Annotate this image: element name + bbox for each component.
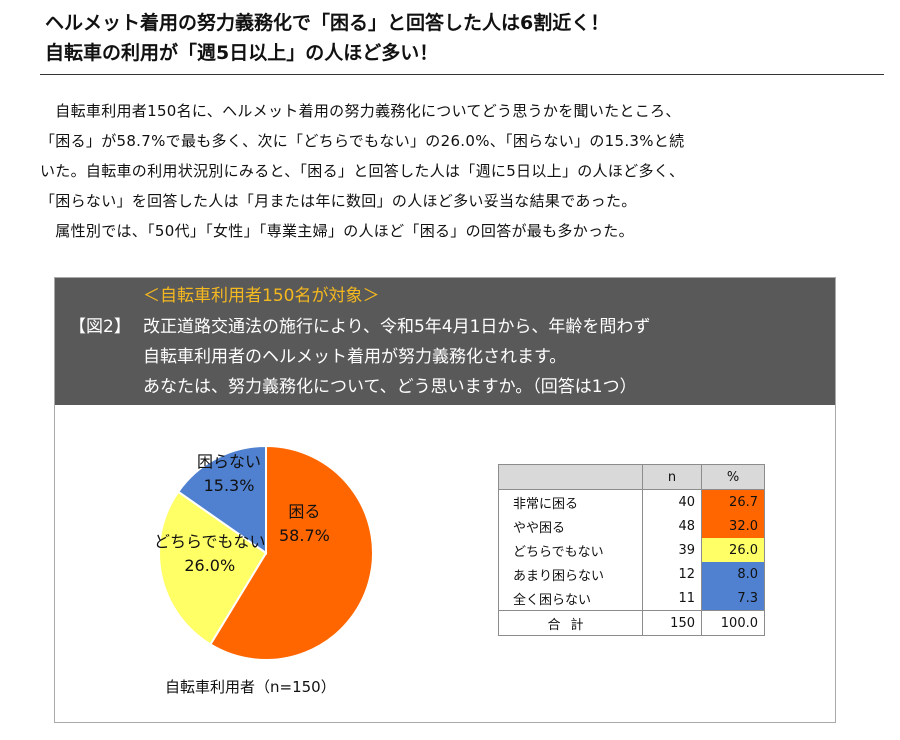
figure-question-line: 自転車利用者のヘルメット着用が努力義務化されます。 xyxy=(143,347,567,367)
row-pct: 8.0 xyxy=(701,562,765,586)
row-label: 非常に困る xyxy=(498,489,643,514)
table-row: あまり困らない 12 8.0 xyxy=(498,562,765,586)
headline-line-1: ヘルメット着用の努力義務化で「困る」と回答した人は6割近く！ xyxy=(45,12,610,34)
table-row: 全く困らない 11 7.3 xyxy=(498,586,765,611)
pie-label-komaru: 困る 58.7% xyxy=(279,500,330,548)
row-n: 48 xyxy=(642,514,702,538)
pie-svg xyxy=(158,444,374,661)
figure-question-line: あなたは、努力義務化について、どう思いますか。（回答は1つ） xyxy=(143,377,637,397)
total-n: 150 xyxy=(642,610,702,636)
pie-slice-2 xyxy=(176,444,267,555)
figure-2: ＜自転車利用者150名が対象＞ 【図2】 改正道路交通法の施行により、令和5年4… xyxy=(54,277,836,723)
body-line: いた。自転車の利用状況別にみると、「困る」と回答した人は「週に5日以上」の人ほど… xyxy=(40,162,685,180)
row-pct: 26.7 xyxy=(701,489,765,514)
slice-value: 26.0% xyxy=(184,556,236,575)
figure-number: 【図2】 xyxy=(69,317,131,337)
table-row: どちらでもない 39 26.0 xyxy=(498,538,765,562)
pie-label-komaranai: 困らない 15.3% xyxy=(197,450,261,498)
pie-chart: 困る 58.7% どちらでもない 26.0% 困らない 15.3% xyxy=(151,438,381,668)
table-header-row: n % xyxy=(498,464,765,490)
pie-label-dochira: どちらでもない 26.0% xyxy=(154,530,266,578)
slice-value: 15.3% xyxy=(203,476,255,495)
row-n: 40 xyxy=(642,489,702,514)
body-line: 「困る」が58.7%で最も多く、次に「どちらでもない」の26.0%、「困らない」… xyxy=(40,132,685,150)
headline-line-2: 自転車の利用が「週5日以上」の人ほど多い！ xyxy=(45,42,439,64)
body-text: 自転車利用者150名に、ヘルメット着用の努力義務化についてどう思うかを聞いたとこ… xyxy=(40,96,860,246)
figure-question-line: 改正道路交通法の施行により、令和5年4月1日から、年齢を問わず xyxy=(143,317,651,337)
slice-name: 困る xyxy=(288,502,321,521)
row-n: 12 xyxy=(642,562,702,586)
table-row: 非常に困る 40 26.7 xyxy=(498,489,765,514)
row-label: あまり困らない xyxy=(498,562,643,586)
row-label: やや困る xyxy=(498,514,643,538)
body-line: 自転車利用者150名に、ヘルメット着用の努力義務化についてどう思うかを聞いたとこ… xyxy=(40,102,681,120)
slice-name: 困らない xyxy=(197,452,262,471)
row-label: どちらでもない xyxy=(498,538,643,562)
row-n: 11 xyxy=(642,586,702,611)
row-pct: 26.0 xyxy=(701,538,765,562)
row-label: 全く困らない xyxy=(498,586,643,611)
table-total-row: 合計 150 100.0 xyxy=(498,610,765,636)
pie-slice-0 xyxy=(209,444,374,661)
total-label: 合計 xyxy=(498,610,643,636)
total-pct: 100.0 xyxy=(701,610,765,636)
header-pct: % xyxy=(701,464,765,490)
row-n: 39 xyxy=(642,538,702,562)
row-pct: 32.0 xyxy=(701,514,765,538)
slice-name: どちらでもない xyxy=(154,532,266,551)
header-n: n xyxy=(642,464,702,490)
table-row: やや困る 48 32.0 xyxy=(498,514,765,538)
data-table: n % 非常に困る 40 26.7 やや困る 48 32.0 どちらでもない 3… xyxy=(498,464,765,636)
body-line: 「困らない」を回答した人は「月または年に数回」の人ほど多い妥当な結果であった。 xyxy=(40,192,637,210)
figure-target: ＜自転車利用者150名が対象＞ xyxy=(143,286,380,306)
headline: ヘルメット着用の努力義務化で「困る」と回答した人は6割近く！ 自転車の利用が「週… xyxy=(45,8,885,68)
divider xyxy=(40,74,884,75)
body-line: 属性別では、「50代」「女性」「専業主婦」の人ほど「困る」の回答が最も多かった。 xyxy=(40,222,634,240)
pie-caption: 自転車利用者（n=150） xyxy=(165,678,336,696)
row-pct: 7.3 xyxy=(701,586,765,611)
figure-header: ＜自転車利用者150名が対象＞ 【図2】 改正道路交通法の施行により、令和5年4… xyxy=(55,278,835,405)
slice-value: 58.7% xyxy=(279,526,330,545)
pie-slice-1 xyxy=(158,490,268,646)
header-blank xyxy=(498,464,643,490)
